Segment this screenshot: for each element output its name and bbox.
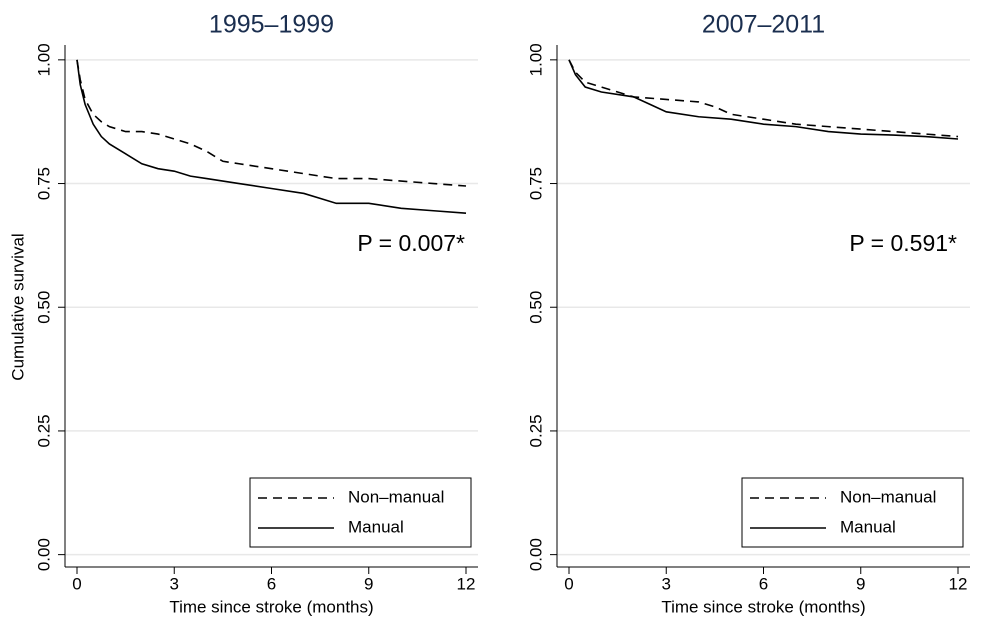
panel-title: 2007–2011 <box>702 11 825 39</box>
panel-title: 1995–1999 <box>209 11 334 39</box>
x-tick-label: 6 <box>759 574 768 593</box>
y-tick-label: 0.25 <box>526 414 545 447</box>
x-tick-label: 3 <box>662 574 671 593</box>
y-tick-label: 0.50 <box>526 291 545 324</box>
legend: Non–manual Manual <box>741 477 964 548</box>
survival-line <box>568 59 959 138</box>
x-tick-label: 3 <box>170 574 179 593</box>
legend-label: Manual <box>348 517 404 536</box>
x-tick-label: 6 <box>267 574 276 593</box>
survival-line <box>568 59 959 140</box>
legend-box <box>249 477 472 548</box>
legend-label: Non–manual <box>840 487 936 506</box>
legend-label: Manual <box>840 517 896 536</box>
y-axis-title: Cumulative survival <box>8 233 27 380</box>
y-tick-label: 0.00 <box>34 538 53 571</box>
x-tick-label: 9 <box>364 574 373 593</box>
y-tick-label: 1.00 <box>34 43 53 76</box>
x-tick-label: 12 <box>457 574 476 593</box>
survival-line <box>76 59 467 215</box>
x-tick-label: 0 <box>564 574 573 593</box>
x-tick-label: 0 <box>72 574 81 593</box>
x-axis-title: Time since stroke (months) <box>661 597 865 616</box>
legend-label: Non–manual <box>348 487 444 506</box>
x-axis-title: Time since stroke (months) <box>169 597 373 616</box>
y-tick-label: 0.50 <box>34 291 53 324</box>
panel: 1995–1999 0.00 0.25 0.50 0.75 1.00 0 3 6 9 12 Time … <box>8 11 478 616</box>
legend: Non–manual Manual <box>249 477 472 548</box>
annotation: P = 0.007* <box>357 230 465 256</box>
legend-box <box>741 477 964 548</box>
y-tick-label: 1.00 <box>526 43 545 76</box>
y-tick-label: 0.25 <box>34 414 53 447</box>
annotation: P = 0.591* <box>849 230 957 256</box>
y-tick-label: 0.75 <box>526 167 545 200</box>
y-tick-label: 0.75 <box>34 167 53 200</box>
panel: 2007–2011 0.00 0.25 0.50 0.75 1.00 0 3 6 9 12 Time … <box>526 11 970 616</box>
survival-line <box>76 59 467 187</box>
x-tick-label: 12 <box>949 574 968 593</box>
y-tick-label: 0.00 <box>526 538 545 571</box>
x-tick-label: 9 <box>856 574 865 593</box>
